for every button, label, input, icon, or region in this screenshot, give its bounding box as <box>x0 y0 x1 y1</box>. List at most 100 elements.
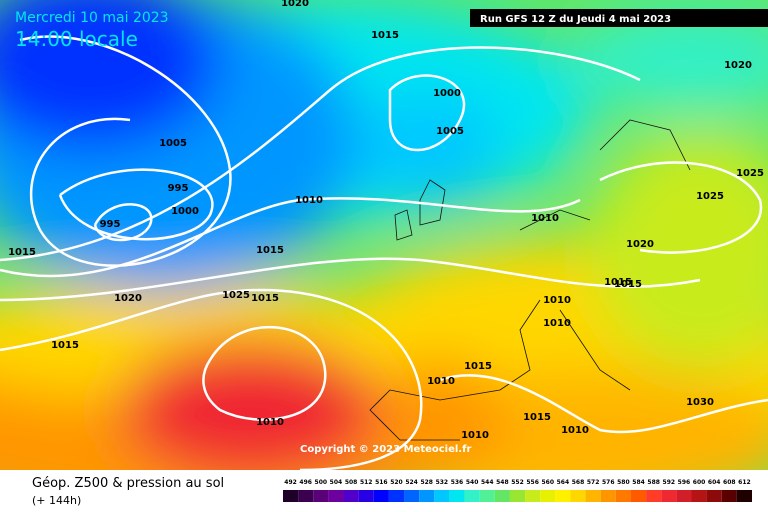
colorbar-swatch <box>525 490 541 502</box>
isobar-label: 1020 <box>724 60 752 71</box>
isobar-label: 1020 <box>114 293 142 304</box>
colorbar-swatch <box>721 490 737 502</box>
colorbar-swatch <box>388 490 405 502</box>
isobar-label: 1010 <box>295 195 323 206</box>
colorbar-label: 540 <box>466 479 479 486</box>
valid-time: 14:00 locale <box>15 27 138 51</box>
colorbar-swatch <box>404 490 420 502</box>
colorbar-swatch <box>706 490 722 502</box>
colorbar-label: 496 <box>299 479 312 486</box>
colorbar-label: 532 <box>436 479 449 486</box>
isobar <box>0 288 423 470</box>
isobar-label: 1005 <box>159 138 187 149</box>
colorbar-swatch <box>600 490 616 502</box>
colorbar-swatch <box>585 490 601 502</box>
isobar-label: 1020 <box>626 239 654 250</box>
colorbar-swatch <box>479 490 495 502</box>
colorbar-swatch <box>661 490 677 502</box>
colorbar-label: 492 <box>284 479 297 486</box>
colorbar-label: 592 <box>663 479 676 486</box>
colorbar-label: 564 <box>557 479 570 486</box>
isobar-label: 1010 <box>256 417 284 428</box>
colorbar-swatch <box>676 490 692 502</box>
isobar-label: 1020 <box>281 0 309 9</box>
colorbar-swatch <box>646 490 662 502</box>
colorbar-label: 556 <box>526 479 539 486</box>
colorbar-label: 508 <box>345 479 358 486</box>
isobar-label: 1015 <box>464 361 492 372</box>
colorbar-label: 588 <box>647 479 660 486</box>
colorbar-label: 600 <box>693 479 706 486</box>
isobar-label: 1000 <box>171 206 199 217</box>
isobar <box>0 197 581 278</box>
isobar-label: 995 <box>168 183 189 194</box>
isobar <box>93 203 153 242</box>
colorbar-swatch <box>540 490 556 502</box>
colorbar-swatch <box>509 490 526 502</box>
colorbar-label: 604 <box>708 479 721 486</box>
colorbar-swatch <box>313 490 329 502</box>
isobar-label: 1015 <box>251 293 279 304</box>
isobar <box>19 35 232 267</box>
colorbar-swatch <box>373 490 389 502</box>
isobar-label: 1015 <box>523 412 551 423</box>
isobar <box>439 374 768 434</box>
isobar-label: 1010 <box>543 295 571 306</box>
colorbar-swatch <box>464 490 480 502</box>
colorbar-label: 524 <box>405 479 418 486</box>
isobar-label: 995 <box>100 219 121 230</box>
colorbar-label: 580 <box>617 479 630 486</box>
colorbar-label: 536 <box>451 479 464 486</box>
isobar-label: 1015 <box>604 277 632 288</box>
colorbar-label: 576 <box>602 479 615 486</box>
colorbar-label: 596 <box>678 479 691 486</box>
isobar-label: 1015 <box>8 247 36 258</box>
isobar-label: 1000 <box>433 88 461 99</box>
isobar <box>202 325 327 421</box>
colorbar-swatch <box>449 490 465 502</box>
colorbar-label: 500 <box>315 479 328 486</box>
isobar <box>388 74 466 152</box>
isobar-label: 1025 <box>736 168 764 179</box>
isobar-label: 1015 <box>371 30 399 41</box>
isobar-label: 1010 <box>561 425 589 436</box>
colorbar-label: 504 <box>330 479 343 486</box>
isobar-label: 1010 <box>531 213 559 224</box>
colorbar-swatch <box>298 490 314 502</box>
colorbar-label: 512 <box>360 479 373 486</box>
colorbar-label: 528 <box>420 479 433 486</box>
isobar-label: 1025 <box>696 191 724 202</box>
run-info: Run GFS 12 Z du Jeudi 4 mai 2023 <box>480 14 671 25</box>
colorbar-label: 548 <box>496 479 509 486</box>
legend-lead: (+ 144h) <box>32 494 81 507</box>
colorbar-label: 612 <box>738 479 751 486</box>
colorbar-label: 572 <box>587 479 600 486</box>
colorbar-swatch <box>570 490 586 502</box>
colorbar-label: 552 <box>511 479 524 486</box>
legend-title: Géop. Z500 & pression au sol <box>32 476 224 491</box>
colorbar-label: 560 <box>541 479 554 486</box>
isobar-label: 1010 <box>427 376 455 387</box>
isobar-label: 1030 <box>686 397 714 408</box>
isobar <box>0 46 641 262</box>
colorbar-swatch <box>358 490 374 502</box>
isobar <box>58 168 214 241</box>
colorbar-label: 608 <box>723 479 736 486</box>
colorbar-label: 568 <box>572 479 585 486</box>
copyright: Copyright © 2023 Meteociel.fr <box>300 444 471 455</box>
isobar-label: 1015 <box>51 340 79 351</box>
isobar <box>599 161 763 254</box>
colorbar-label: 584 <box>632 479 645 486</box>
isobar-label: 1015 <box>256 245 284 256</box>
run-banner <box>470 9 768 27</box>
colorbar-label: 544 <box>481 479 494 486</box>
colorbar-label: 520 <box>390 479 403 486</box>
colorbar-swatch <box>630 490 647 502</box>
colorbar-swatch <box>555 490 571 502</box>
colorbar-swatch <box>736 490 752 502</box>
colorbar-swatch <box>343 490 359 502</box>
colorbar-swatch <box>283 490 299 502</box>
isobar-label: 1010 <box>543 318 571 329</box>
